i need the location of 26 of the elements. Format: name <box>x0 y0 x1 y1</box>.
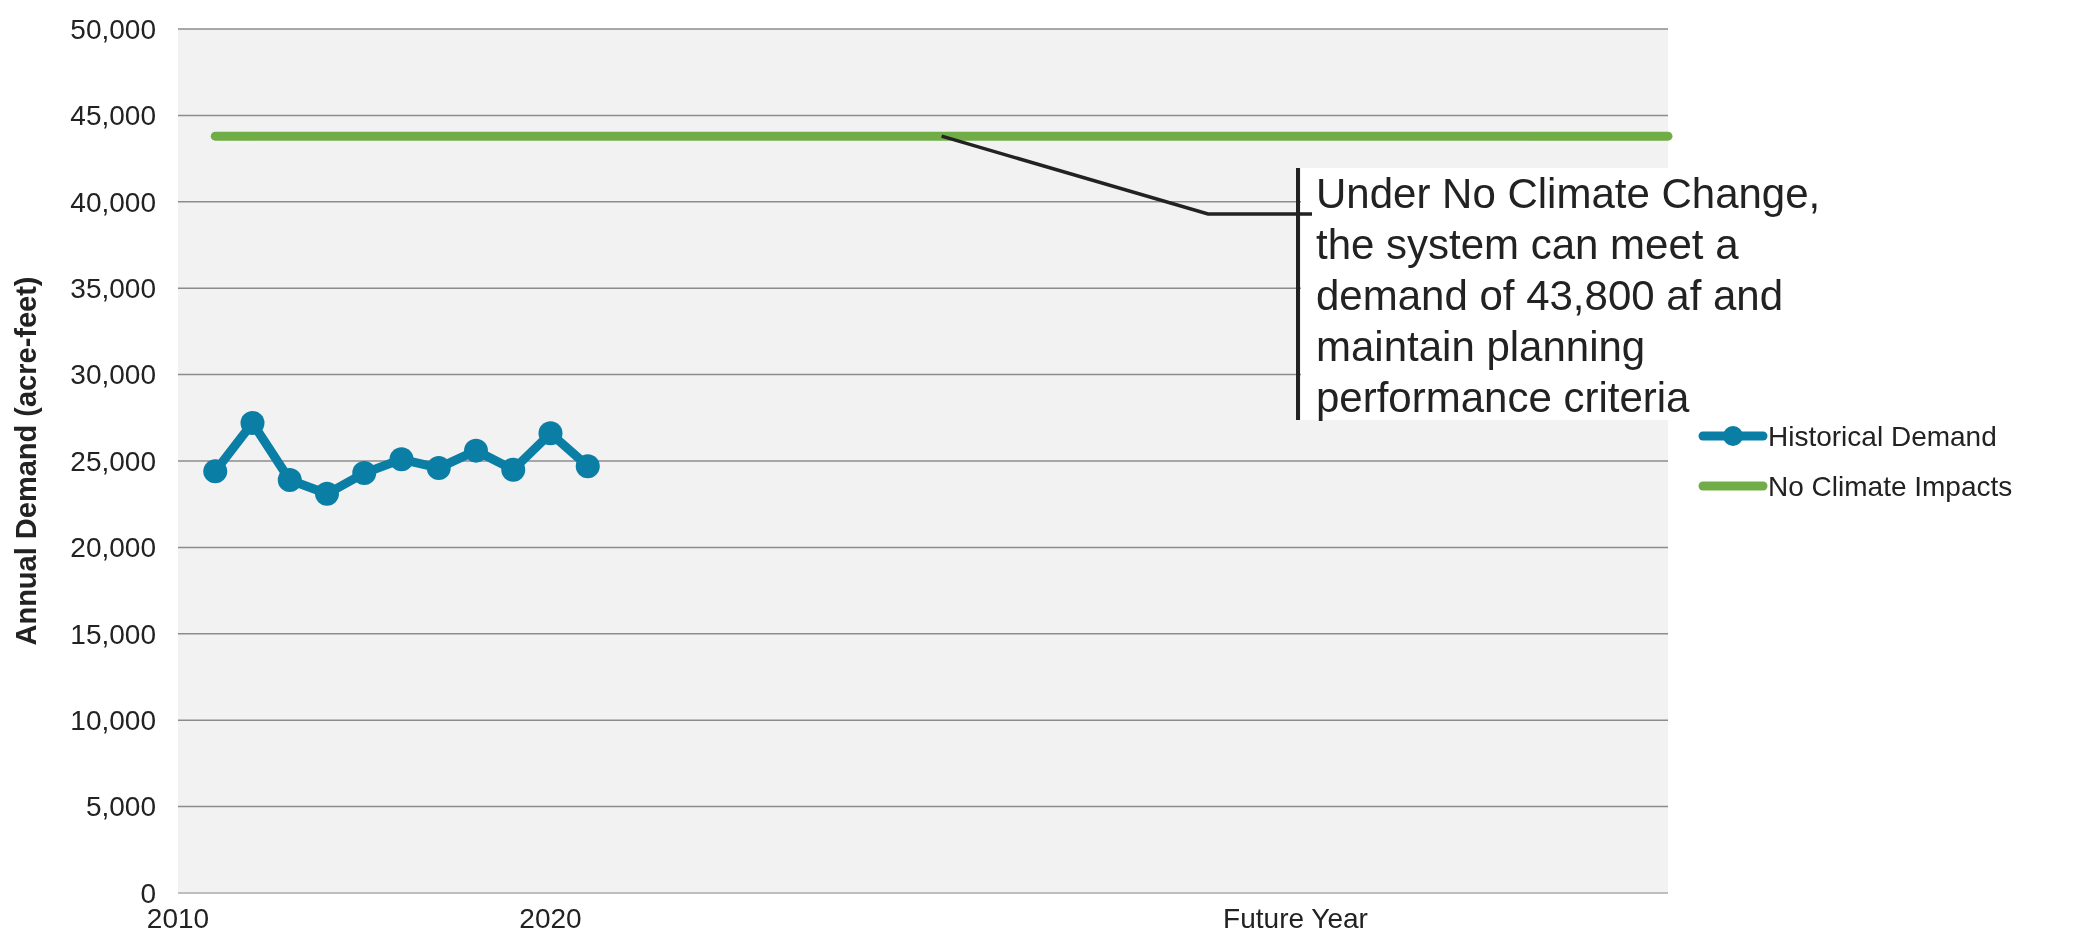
x-tick-label: Future Year <box>1223 903 1368 934</box>
y-tick-label: 15,000 <box>70 618 156 650</box>
y-tick-label: 35,000 <box>70 273 156 304</box>
y-tick-label: 5,000 <box>85 791 156 823</box>
point <box>501 457 526 482</box>
y-tick-label: 45,000 <box>70 100 156 132</box>
point <box>426 455 451 480</box>
point <box>352 461 377 486</box>
legend-label: No Climate Impacts <box>1768 470 2013 502</box>
legend-label: Historical Demand <box>1768 420 1997 452</box>
point <box>240 410 265 435</box>
point <box>389 447 414 472</box>
point <box>575 454 600 479</box>
point <box>203 459 228 484</box>
point <box>464 438 488 463</box>
y-tick-label: 20,000 <box>70 532 156 564</box>
y-tick-label: 30,000 <box>70 359 156 391</box>
x-tick-label: 2020 <box>519 903 582 934</box>
y-axis-title: Annual Demand (acre-feet) <box>10 276 42 646</box>
y-tick-label: 10,000 <box>70 705 156 736</box>
y-tick-label: 50,000 <box>70 13 156 45</box>
point <box>277 468 302 493</box>
y-tick-label: 40,000 <box>70 186 156 218</box>
point <box>315 481 339 506</box>
y-tick-label: 25,000 <box>70 445 156 477</box>
point <box>538 421 563 446</box>
